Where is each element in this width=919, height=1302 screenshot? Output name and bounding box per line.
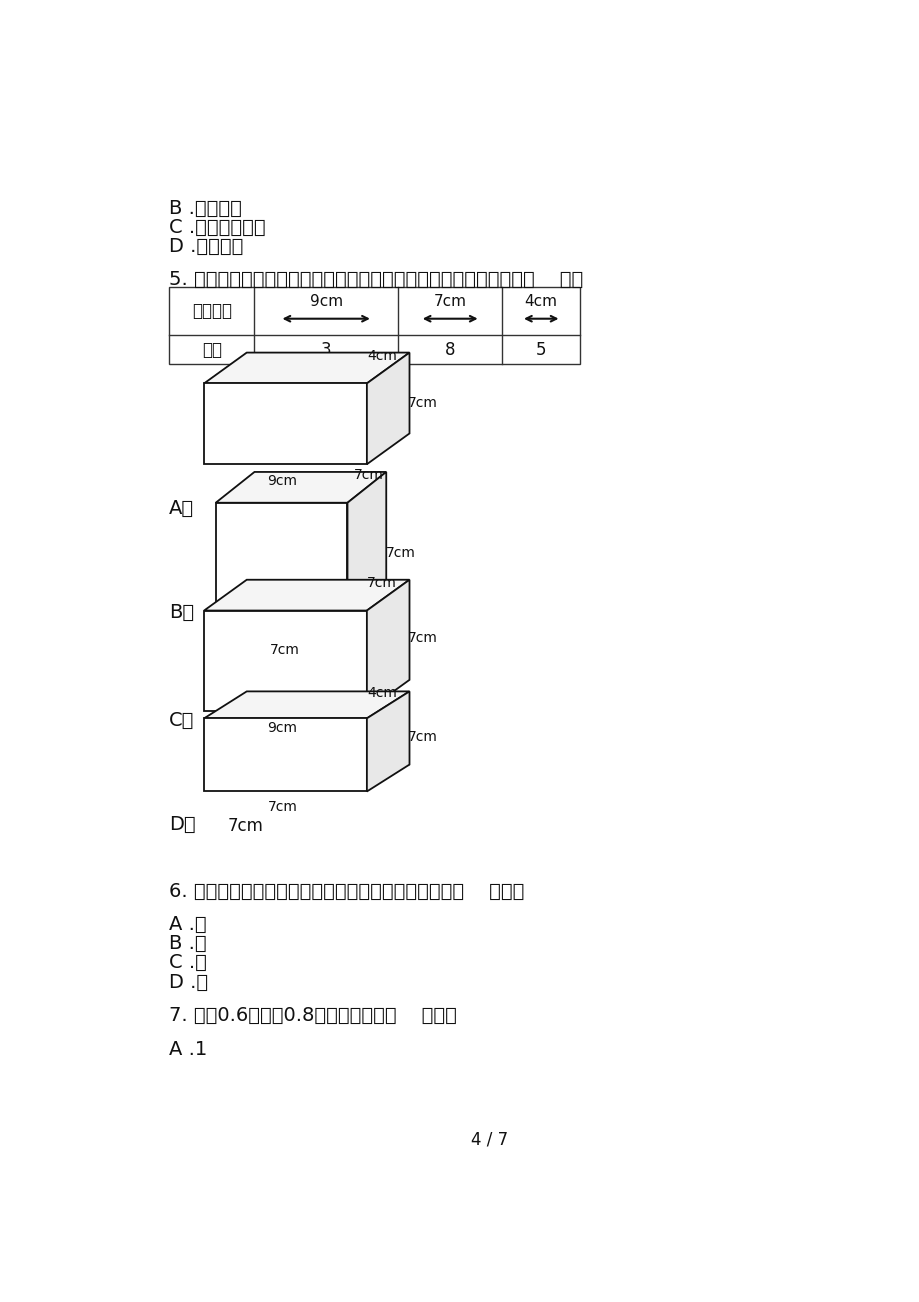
- Text: 7cm: 7cm: [270, 643, 300, 656]
- Polygon shape: [204, 611, 367, 711]
- Polygon shape: [204, 579, 409, 611]
- Text: A .二: A .二: [169, 915, 207, 934]
- Text: 7cm: 7cm: [367, 575, 396, 590]
- Polygon shape: [204, 383, 367, 465]
- Text: 9cm: 9cm: [227, 501, 263, 519]
- Polygon shape: [367, 691, 409, 792]
- Text: 7. 大于0.6且小于0.8的一位小数有（    ）个。: 7. 大于0.6且小于0.8的一位小数有（ ）个。: [169, 1005, 457, 1025]
- Text: D．: D．: [169, 815, 196, 833]
- Polygon shape: [347, 471, 386, 634]
- Text: 4cm: 4cm: [367, 686, 396, 699]
- Text: B .三: B .三: [169, 934, 207, 953]
- Text: D .五: D .五: [169, 973, 208, 991]
- Polygon shape: [204, 719, 367, 792]
- Text: B．: B．: [169, 603, 194, 622]
- Text: 9cm: 9cm: [267, 720, 297, 734]
- Polygon shape: [204, 353, 409, 383]
- Text: 6. 得数要求保留三位小数，计算时应算到小数后面第（    ）位。: 6. 得数要求保留三位小数，计算时应算到小数后面第（ ）位。: [169, 881, 524, 901]
- Polygon shape: [204, 691, 409, 719]
- Polygon shape: [216, 503, 347, 634]
- Text: 7cm: 7cm: [267, 801, 297, 814]
- Polygon shape: [216, 471, 386, 503]
- Text: 根数: 根数: [201, 341, 221, 358]
- Polygon shape: [367, 579, 409, 711]
- Text: 7cm: 7cm: [354, 467, 383, 482]
- Text: 7cm: 7cm: [407, 396, 437, 410]
- Text: 9cm: 9cm: [310, 294, 343, 310]
- Text: 4cm: 4cm: [367, 349, 396, 362]
- Text: 7cm: 7cm: [227, 816, 263, 835]
- Text: 5: 5: [536, 341, 546, 358]
- Text: 7cm: 7cm: [407, 631, 437, 646]
- Text: C .四: C .四: [169, 953, 207, 973]
- Text: 小棒长度: 小棒长度: [192, 302, 232, 320]
- Text: C .羽毛球比赛馆: C .羽毛球比赛馆: [169, 217, 266, 237]
- Bar: [169, 288, 579, 365]
- Text: 3: 3: [321, 341, 331, 358]
- Text: 9cm: 9cm: [227, 713, 263, 730]
- Text: 4cm: 4cm: [524, 294, 557, 310]
- Text: 9cm: 9cm: [267, 474, 297, 488]
- Text: A .1: A .1: [169, 1040, 208, 1060]
- Text: 8: 8: [445, 341, 455, 358]
- Text: 7cm: 7cm: [433, 294, 466, 310]
- Text: D .公共汽车: D .公共汽车: [169, 237, 244, 256]
- Text: A．: A．: [169, 499, 194, 518]
- Text: 7cm: 7cm: [385, 546, 414, 560]
- Text: 4 / 7: 4 / 7: [471, 1130, 508, 1148]
- Text: 7cm: 7cm: [407, 730, 437, 743]
- Text: C．: C．: [169, 711, 195, 729]
- Polygon shape: [367, 353, 409, 465]
- Text: 5. 下面是老师为同学们准备的小棒，用这些小棒能搭成的长方体是（    ）。: 5. 下面是老师为同学们准备的小棒，用这些小棒能搭成的长方体是（ ）。: [169, 271, 583, 289]
- Text: B .家用冰箱: B .家用冰箱: [169, 199, 242, 217]
